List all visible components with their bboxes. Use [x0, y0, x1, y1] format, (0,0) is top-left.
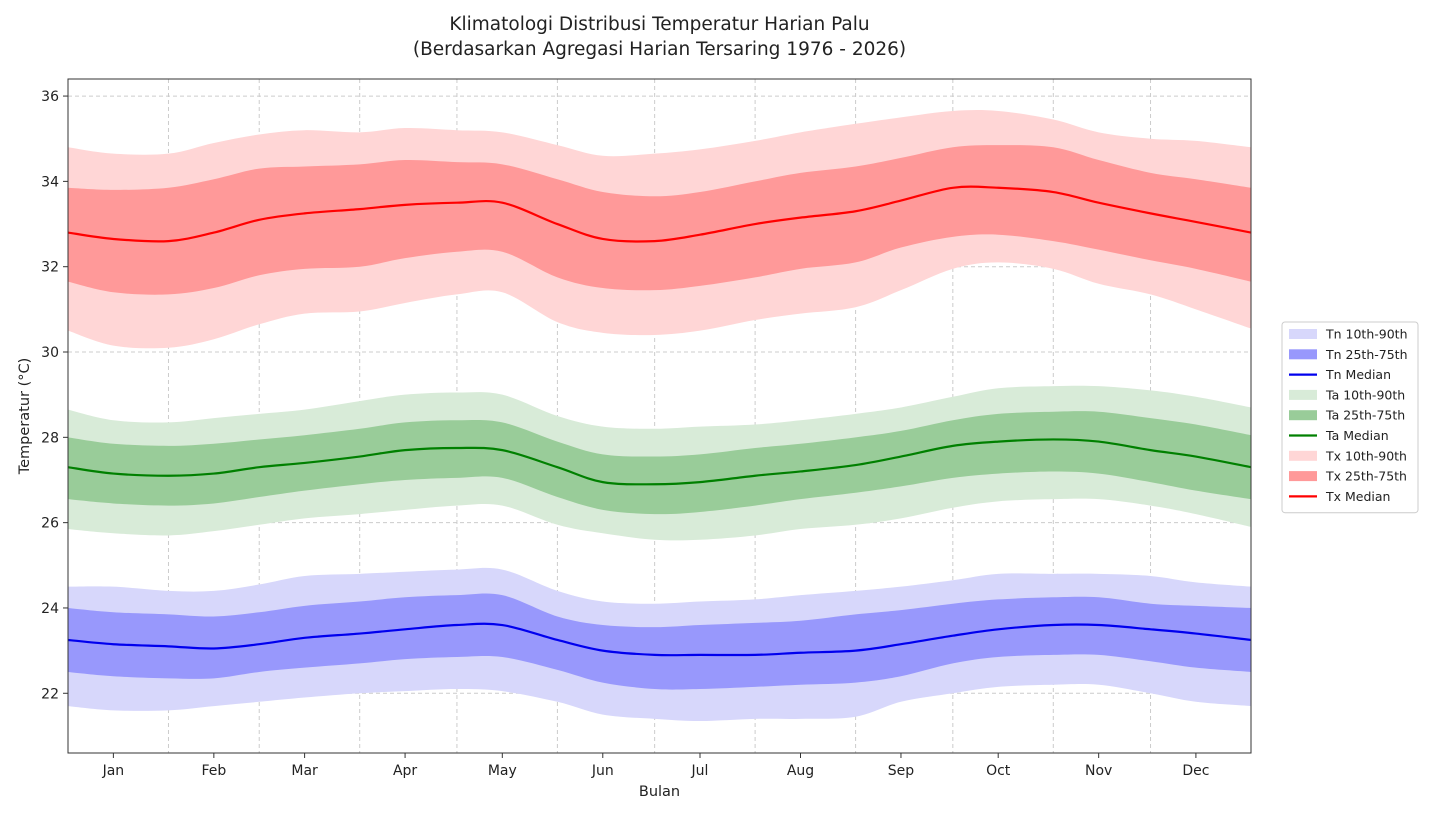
line-tx-median: [68, 185, 1251, 243]
legend-swatch: [1289, 349, 1317, 360]
legend-swatch: [1289, 329, 1317, 339]
y-axis: 22 24 26 28 30 32 34 36: [41, 89, 68, 702]
y-tick-label: 32: [41, 260, 59, 276]
chart-title-line: (Berdasarkan Agregasi Harian Tersaring 1…: [413, 39, 906, 60]
x-tick-label: Mar: [291, 763, 318, 779]
chart-title-line: Klimatologi Distribusi Temperatur Harian…: [449, 14, 869, 35]
x-axis-label: Bulan: [639, 784, 680, 800]
band-tn-25th-75th: [68, 593, 1251, 690]
legend-swatch: [1289, 471, 1317, 482]
legend-swatch: [1289, 450, 1317, 461]
x-tick-label: Feb: [201, 763, 226, 779]
chart-title: Klimatologi Distribusi Temperatur Harian…: [413, 14, 906, 60]
y-tick-label: 26: [41, 516, 59, 532]
x-tick-label: Dec: [1182, 763, 1209, 779]
legend-label: Tn 10th-90th: [1325, 327, 1408, 342]
x-tick-label: Jan: [102, 763, 125, 779]
x-tick-label: Jun: [591, 763, 614, 779]
series-group: [68, 110, 1251, 722]
legend-label: Tn 25th-75th: [1325, 347, 1408, 362]
legend-label: Tx Median: [1325, 489, 1390, 504]
x-tick-label: Jul: [691, 763, 709, 779]
legend-swatch: [1289, 410, 1317, 421]
legend-label: Ta Median: [1325, 428, 1389, 443]
x-tick-label: Aug: [787, 763, 814, 779]
y-tick-label: 22: [41, 686, 59, 702]
x-tick-label: Nov: [1085, 763, 1112, 779]
y-tick-label: 28: [41, 430, 59, 446]
legend: Tn 10th-90th Tn 25th-75th Tn Median Ta 10th…: [1281, 321, 1419, 514]
y-tick-label: 24: [41, 601, 59, 617]
x-axis: Jan Feb Mar Apr May Jun Jul Aug Sep Oct Nov Dec: [102, 753, 1209, 779]
legend-label: Ta 25th-75th: [1325, 408, 1405, 423]
plot-frame: [67, 78, 1252, 754]
legend-frame: [1281, 321, 1419, 514]
x-tick-label: Apr: [393, 763, 417, 779]
band-tx-25th-75th: [68, 145, 1251, 295]
x-tick-label: May: [488, 763, 517, 779]
legend-swatch: [1289, 389, 1317, 400]
y-tick-label: 34: [41, 174, 59, 190]
x-tick-label: Sep: [888, 763, 915, 779]
x-tick-label: Oct: [986, 763, 1011, 779]
legend-label: Ta 10th-90th: [1325, 387, 1405, 402]
legend-label: Tx 25th-75th: [1325, 469, 1407, 484]
band-ta-25th-75th: [68, 411, 1251, 515]
legend-label: Tx 10th-90th: [1325, 448, 1407, 463]
y-tick-label: 36: [41, 89, 59, 105]
legend-label: Tn Median: [1325, 367, 1391, 382]
y-tick-label: 30: [41, 345, 59, 361]
y-axis-label: Temperatur (°C): [17, 358, 33, 476]
line-tn-median: [68, 622, 1251, 657]
line-ta-median: [68, 438, 1251, 486]
